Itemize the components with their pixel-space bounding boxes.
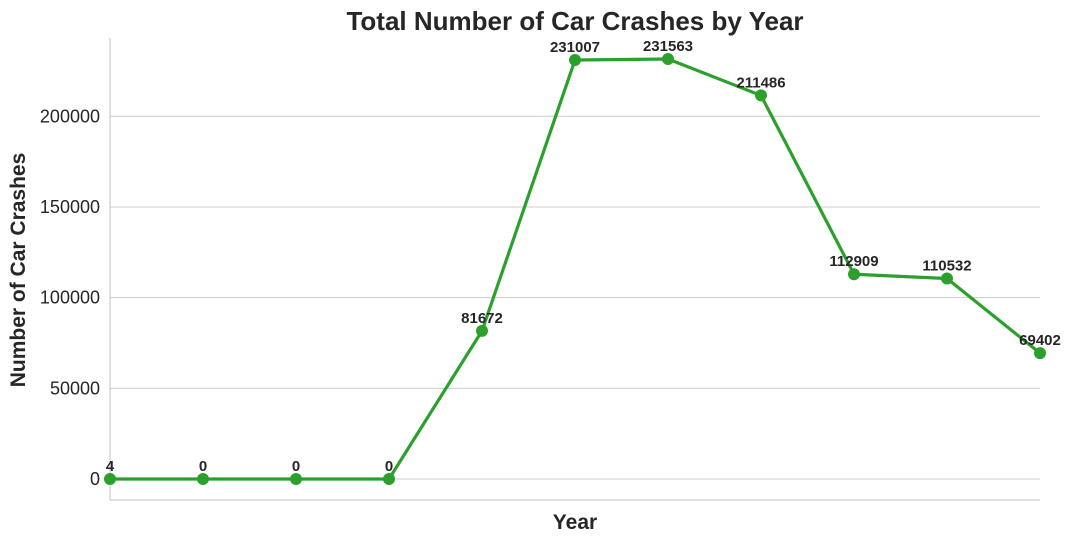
y-tick-labels: 0 50000 100000 150000 200000 (40, 106, 100, 489)
y-tick-label: 50000 (50, 378, 100, 398)
y-axis-label: Number of Car Crashes (7, 153, 30, 388)
data-labels: 4 0 0 0 81672 231007 231563 211486 112909 110532 6… (106, 38, 1061, 475)
data-label: 4 (106, 458, 115, 475)
y-tick-label: 0 (90, 469, 100, 489)
data-label: 81672 (461, 310, 503, 327)
data-label: 231007 (550, 39, 600, 56)
data-label: 110532 (922, 258, 971, 275)
series-line-group (108, 57, 1042, 481)
x-axis-label: Year (553, 511, 597, 534)
data-label: 211486 (736, 74, 785, 91)
chart-title: Total Number of Car Crashes by Year (346, 6, 803, 36)
gridlines (110, 115, 1040, 480)
data-label: 231563 (643, 38, 693, 55)
data-point (197, 472, 209, 485)
data-point (290, 472, 302, 485)
data-points (104, 53, 1046, 485)
data-point (383, 472, 395, 485)
data-label: 69402 (1019, 332, 1061, 349)
data-point (569, 54, 581, 67)
data-point (755, 89, 767, 102)
y-tick-label: 200000 (40, 106, 100, 126)
data-point (476, 324, 488, 337)
data-label: 0 (199, 458, 207, 475)
data-point (941, 272, 953, 285)
data-point (662, 53, 674, 66)
data-label: 0 (385, 458, 393, 475)
data-point (1034, 347, 1046, 360)
y-tick-label: 150000 (40, 197, 100, 217)
series-line (108, 57, 1042, 481)
data-label: 112909 (829, 253, 878, 270)
data-label: 0 (292, 458, 300, 475)
data-point (848, 268, 860, 281)
y-tick-label: 100000 (40, 288, 100, 308)
data-point (104, 472, 116, 485)
